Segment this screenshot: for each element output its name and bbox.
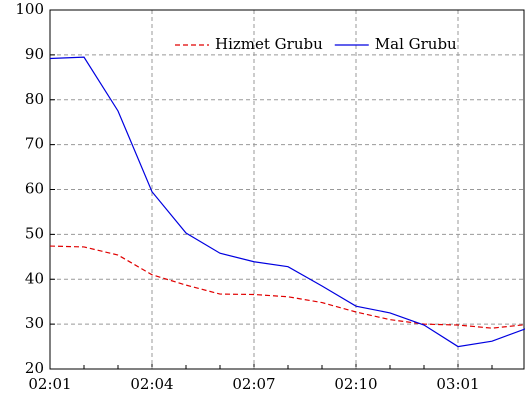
y-tick-label: 70 (25, 135, 44, 153)
y-tick-label: 20 (25, 359, 44, 377)
x-tick-label: 02:01 (28, 375, 71, 393)
y-tick-label: 30 (25, 314, 44, 332)
y-tick-label: 50 (25, 224, 44, 242)
x-tick-label: 03:01 (436, 375, 479, 393)
y-tick-label: 80 (25, 90, 44, 108)
series-line (49, 56, 525, 348)
y-tick-label: 100 (15, 0, 44, 18)
x-tick-label: 02:10 (334, 375, 377, 393)
y-tick-label: 40 (25, 269, 44, 287)
x-tick-label: 02:07 (232, 375, 275, 393)
series-line (49, 245, 525, 329)
y-tick-label: 60 (25, 180, 44, 198)
plot-frame (49, 9, 525, 370)
y-tick-label: 90 (25, 45, 44, 63)
x-tick-label: 02:04 (130, 375, 173, 393)
legend-label: Mal Grubu (375, 35, 457, 53)
legend-label: Hizmet Grubu (215, 35, 323, 53)
